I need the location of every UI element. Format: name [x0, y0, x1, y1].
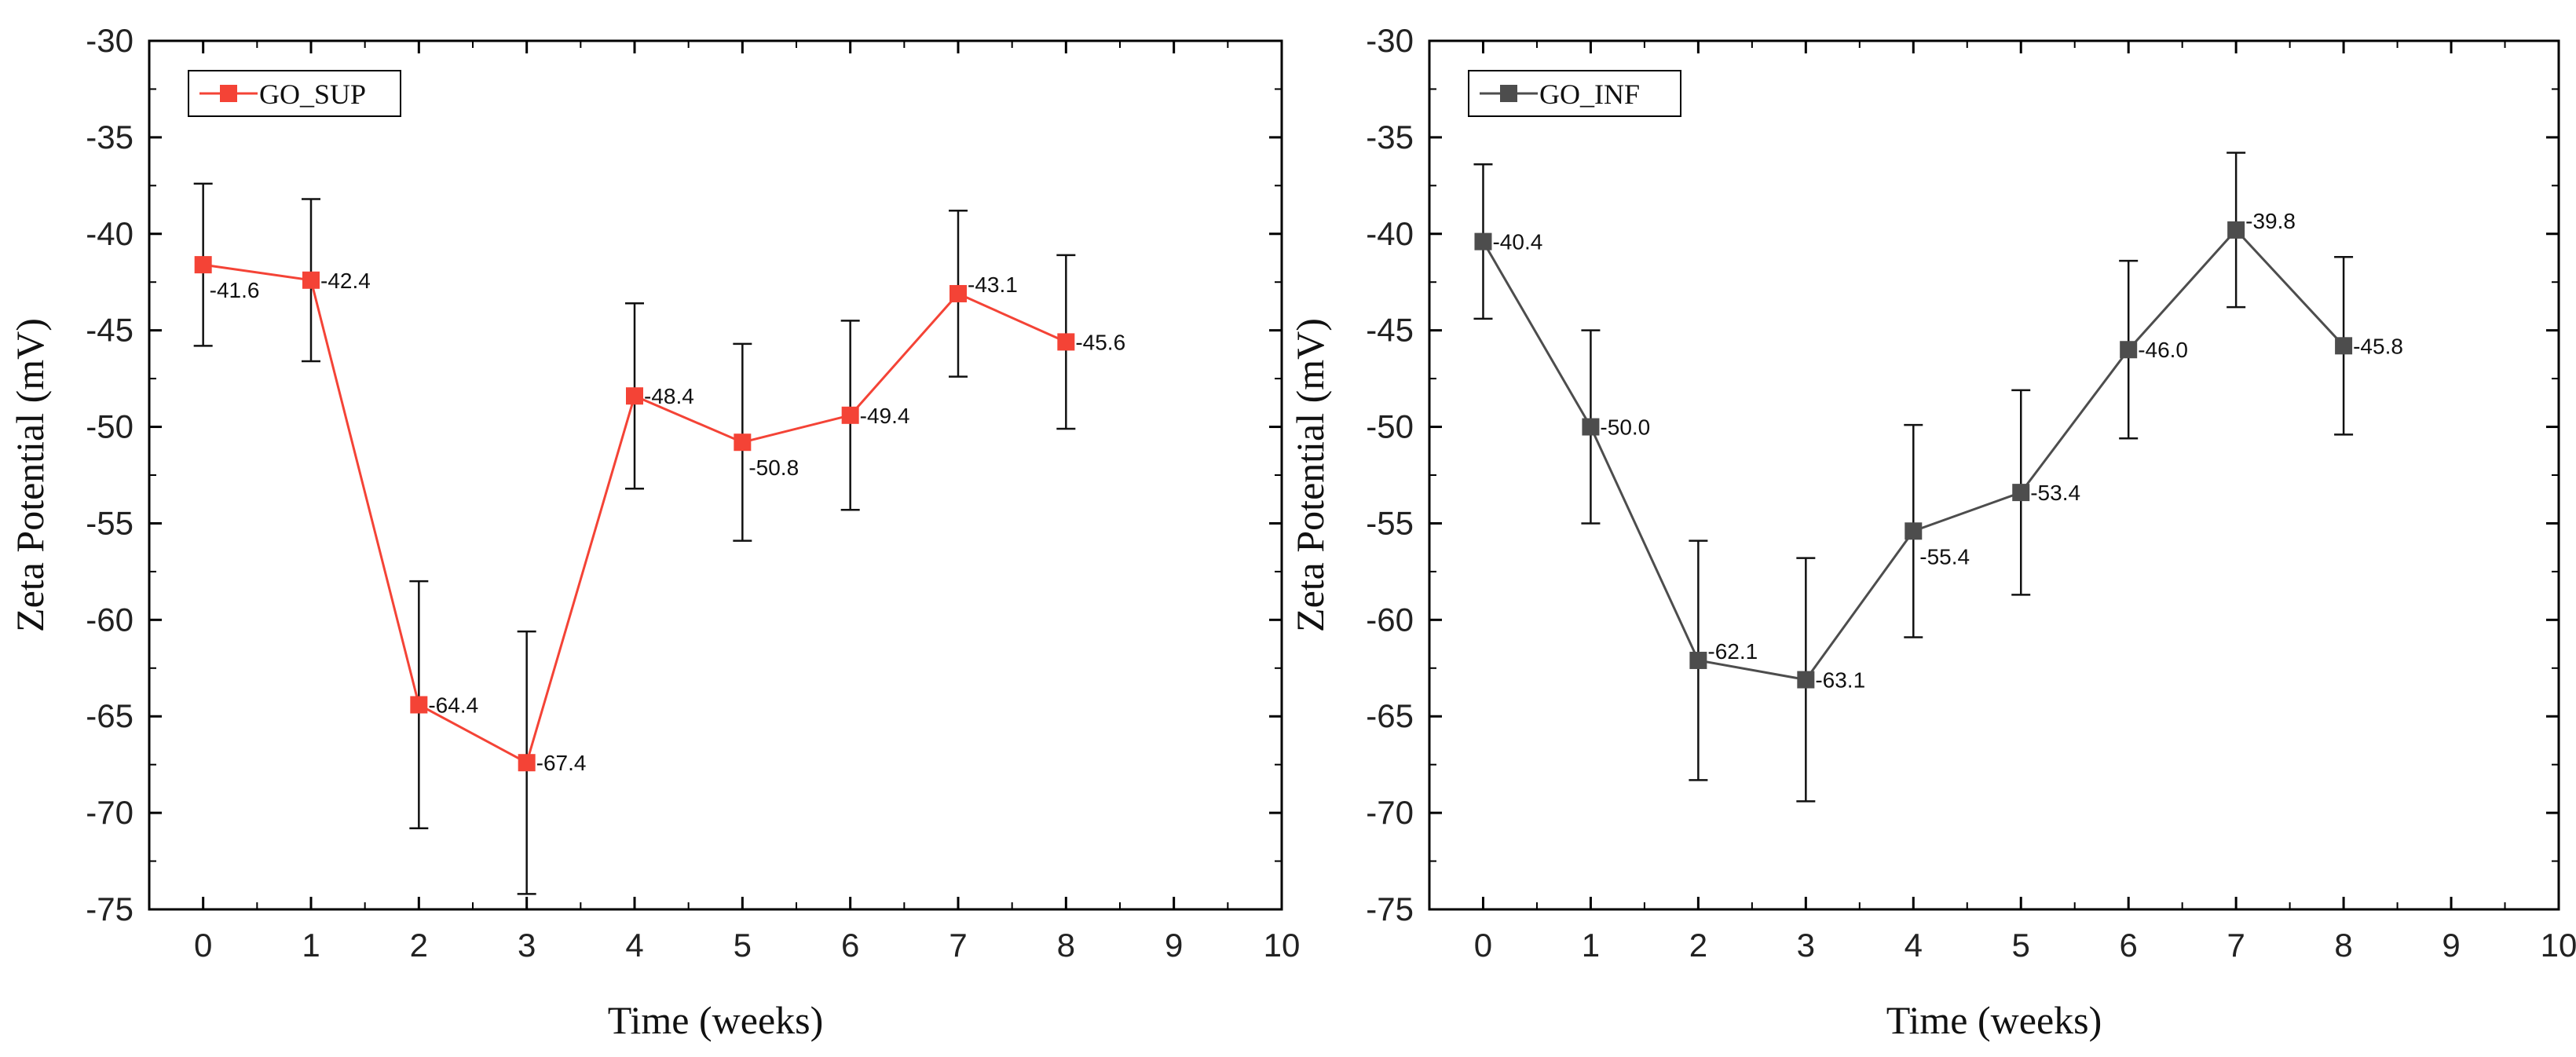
- x-tick-label: 3: [1797, 927, 1815, 964]
- data-label: -41.6: [210, 278, 260, 302]
- y-tick-label: -60: [1366, 601, 1414, 638]
- data-point: [1797, 671, 1815, 689]
- plot-frame: [1428, 39, 2560, 911]
- y-tick-label: -40: [86, 215, 134, 252]
- legend-marker: [1500, 85, 1517, 102]
- y-tick-label: -30: [1366, 22, 1414, 59]
- data-label: -50.8: [748, 455, 799, 480]
- data-point: [626, 387, 643, 405]
- x-tick-label: 6: [2120, 927, 2138, 964]
- y-tick-label: -50: [86, 408, 134, 445]
- x-tick-label: 8: [1057, 927, 1075, 964]
- data-label: -62.1: [1707, 639, 1758, 664]
- data-label: -46.0: [2138, 338, 2188, 362]
- data-label: -49.4: [860, 404, 910, 428]
- data-label: -50.0: [1600, 415, 1650, 440]
- x-axis-title: Time (weeks): [1886, 998, 2102, 1042]
- data-point: [2120, 341, 2138, 359]
- legend-marker: [220, 85, 237, 102]
- y-tick-label: -55: [1366, 504, 1414, 541]
- y-tick-label: -60: [86, 601, 134, 638]
- legend: GO_INF: [1468, 70, 1681, 117]
- x-tick-label: 5: [2012, 927, 2030, 964]
- data-point: [302, 271, 320, 289]
- x-tick-label: 0: [1474, 927, 1492, 964]
- data-label: -40.4: [1492, 230, 1542, 254]
- data-label: -67.4: [536, 751, 587, 775]
- x-tick-label: 0: [194, 927, 212, 964]
- x-tick-label: 2: [1689, 927, 1707, 964]
- y-axis-title: Zeta Potential (mV): [8, 318, 52, 632]
- y-tick-label: -65: [1366, 697, 1414, 734]
- y-tick-label: -40: [1366, 215, 1414, 252]
- y-tick-label: -55: [86, 504, 134, 541]
- data-label: -63.1: [1815, 668, 1865, 693]
- data-point: [734, 433, 752, 452]
- data-point: [194, 256, 212, 274]
- x-tick-label: 9: [1165, 927, 1183, 964]
- y-tick-label: -45: [1366, 312, 1414, 349]
- legend-label: GO_INF: [1539, 79, 1640, 110]
- x-tick-label: 8: [2334, 927, 2352, 964]
- y-tick-label: -45: [86, 312, 134, 349]
- legend-label: GO_SUP: [259, 79, 366, 110]
- x-tick-label: 3: [518, 927, 536, 964]
- data-label: -48.4: [644, 384, 694, 408]
- y-tick-label: -30: [86, 22, 134, 59]
- x-tick-label: 10: [1264, 927, 1301, 964]
- y-tick-label: -35: [1366, 119, 1414, 155]
- x-tick-label: 4: [1905, 927, 1923, 964]
- data-point: [2335, 337, 2353, 355]
- data-label: -45.8: [2353, 334, 2403, 358]
- x-tick-label: 1: [302, 927, 320, 964]
- y-tick-label: -50: [1366, 408, 1414, 445]
- y-tick-label: -35: [86, 119, 134, 155]
- data-point: [1905, 522, 1923, 540]
- y-tick-label: -75: [1366, 891, 1414, 927]
- plot-frame: [148, 39, 1283, 911]
- y-tick-label: -75: [86, 891, 134, 927]
- data-point: [1689, 651, 1707, 669]
- data-point: [410, 696, 428, 714]
- chart-panel-2: 0 1 2 3 4 5 6 7 8 9 10 -30 -35 -40 -45 -50 -55 -60 -65 -70 -…: [1288, 22, 2576, 1042]
- x-tick-label: 7: [2227, 927, 2245, 964]
- x-tick-label: 2: [410, 927, 428, 964]
- x-tick-label: 10: [2541, 927, 2576, 964]
- x-tick-label: 5: [734, 927, 752, 964]
- data-point: [841, 406, 859, 424]
- data-label: -55.4: [1919, 544, 1970, 569]
- data-label: -45.6: [1075, 330, 1125, 354]
- data-point: [1474, 232, 1492, 251]
- y-axis-title: Zeta Potential (mV): [1288, 318, 1332, 632]
- data-label: -43.1: [968, 272, 1018, 297]
- x-tick-label: 4: [625, 927, 643, 964]
- x-axis-title: Time (weeks): [608, 998, 824, 1042]
- data-point: [1582, 418, 1600, 436]
- x-tick-label: 9: [2442, 927, 2460, 964]
- y-tick-label: -70: [86, 794, 134, 831]
- x-tick-label: 6: [841, 927, 859, 964]
- x-tick-label: 7: [949, 927, 967, 964]
- data-point: [950, 284, 967, 302]
- data-label: -42.4: [320, 269, 371, 293]
- data-label: -53.4: [2030, 481, 2080, 505]
- data-point: [2012, 484, 2030, 502]
- data-point: [2227, 221, 2245, 239]
- data-label: -64.4: [428, 693, 478, 717]
- data-label: -39.8: [2245, 209, 2296, 233]
- y-tick-label: -70: [1366, 794, 1414, 831]
- chart-panel-1: 0 1 2 3 4 5 6 7 8 9 10 -30 -35 -40 -45 -50 -55 -60 -65 -70 -…: [8, 22, 1300, 1042]
- y-tick-label: -65: [86, 697, 134, 734]
- legend: GO_SUP: [188, 70, 401, 117]
- x-tick-label: 1: [1582, 927, 1600, 964]
- data-point: [518, 754, 536, 772]
- data-point: [1057, 333, 1075, 351]
